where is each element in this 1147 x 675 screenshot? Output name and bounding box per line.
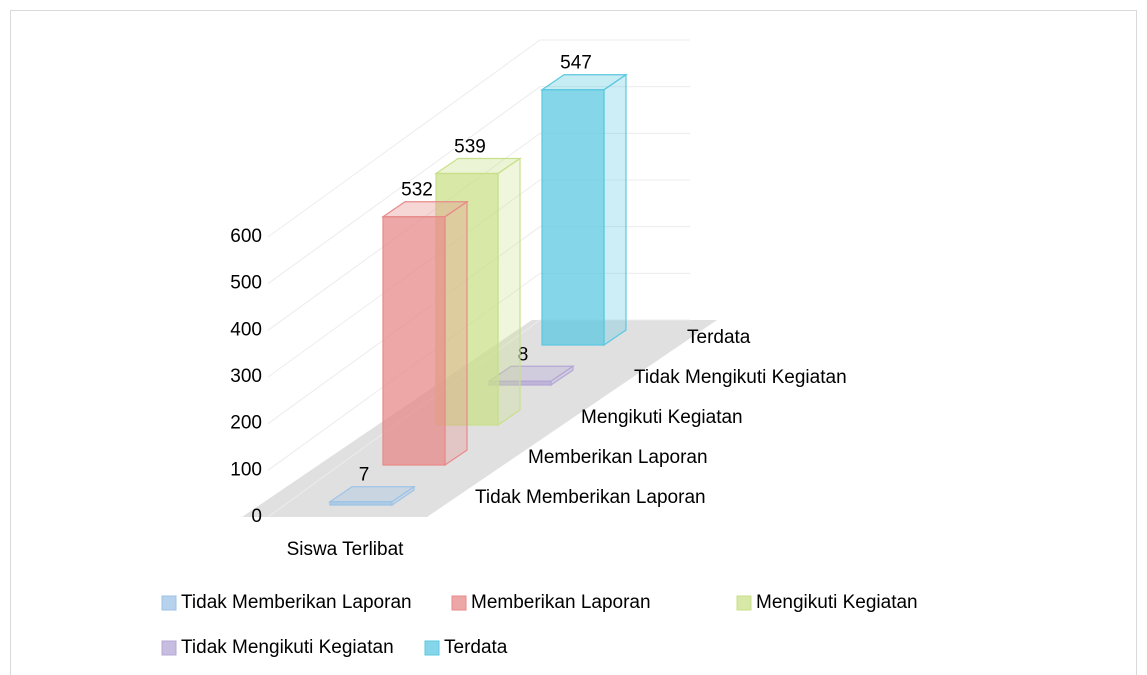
value-label: 547	[560, 53, 592, 74]
grid-line	[267, 179, 690, 378]
bar-side	[603, 73, 627, 347]
y-tick-label: 500	[230, 273, 262, 294]
legend-swatch	[424, 640, 440, 656]
category-label: Siswa Terlibat	[287, 539, 405, 560]
legend-label: Mengikuti Kegiatan	[756, 592, 918, 613]
legend-label: Tidak Mengikuti Kegiatan	[181, 637, 394, 658]
bar-side	[444, 200, 468, 467]
y-tick-label: 600	[230, 226, 262, 247]
grid-line	[267, 226, 690, 425]
value-label: 539	[454, 136, 486, 157]
grid-line	[267, 319, 690, 518]
bar	[329, 501, 393, 506]
legend-label: Tidak Memberikan Laporan	[181, 592, 412, 613]
value-label: 532	[401, 180, 433, 201]
depth-axis-label: Tidak Memberikan Laporan	[475, 487, 706, 508]
value-label: 7	[359, 465, 370, 486]
grid-line	[267, 272, 690, 471]
y-tick-label: 300	[230, 366, 262, 387]
grid-line	[267, 132, 690, 331]
bar-side	[497, 157, 521, 427]
legend-label: Terdata	[444, 637, 508, 658]
legend-swatch	[736, 595, 752, 611]
y-tick-label: 0	[251, 506, 262, 527]
value-label: 8	[518, 344, 529, 365]
legend-swatch	[161, 595, 177, 611]
y-tick-label: 200	[230, 413, 262, 434]
y-tick-label: 100	[230, 459, 262, 480]
depth-axis-label: Tidak Mengikuti Kegiatan	[634, 367, 847, 388]
depth-axis-label: Mengikuti Kegiatan	[581, 407, 743, 428]
chart-border	[10, 10, 1137, 675]
grid-line	[267, 39, 690, 238]
y-tick-label: 400	[230, 319, 262, 340]
legend-swatch	[451, 595, 467, 611]
depth-axis-label: Terdata	[687, 327, 751, 348]
depth-axis-label: Memberikan Laporan	[528, 447, 708, 468]
legend-swatch	[161, 640, 177, 656]
bar	[541, 89, 605, 346]
bar	[382, 216, 446, 466]
grid-line	[267, 86, 690, 285]
legend-label: Memberikan Laporan	[471, 592, 651, 613]
